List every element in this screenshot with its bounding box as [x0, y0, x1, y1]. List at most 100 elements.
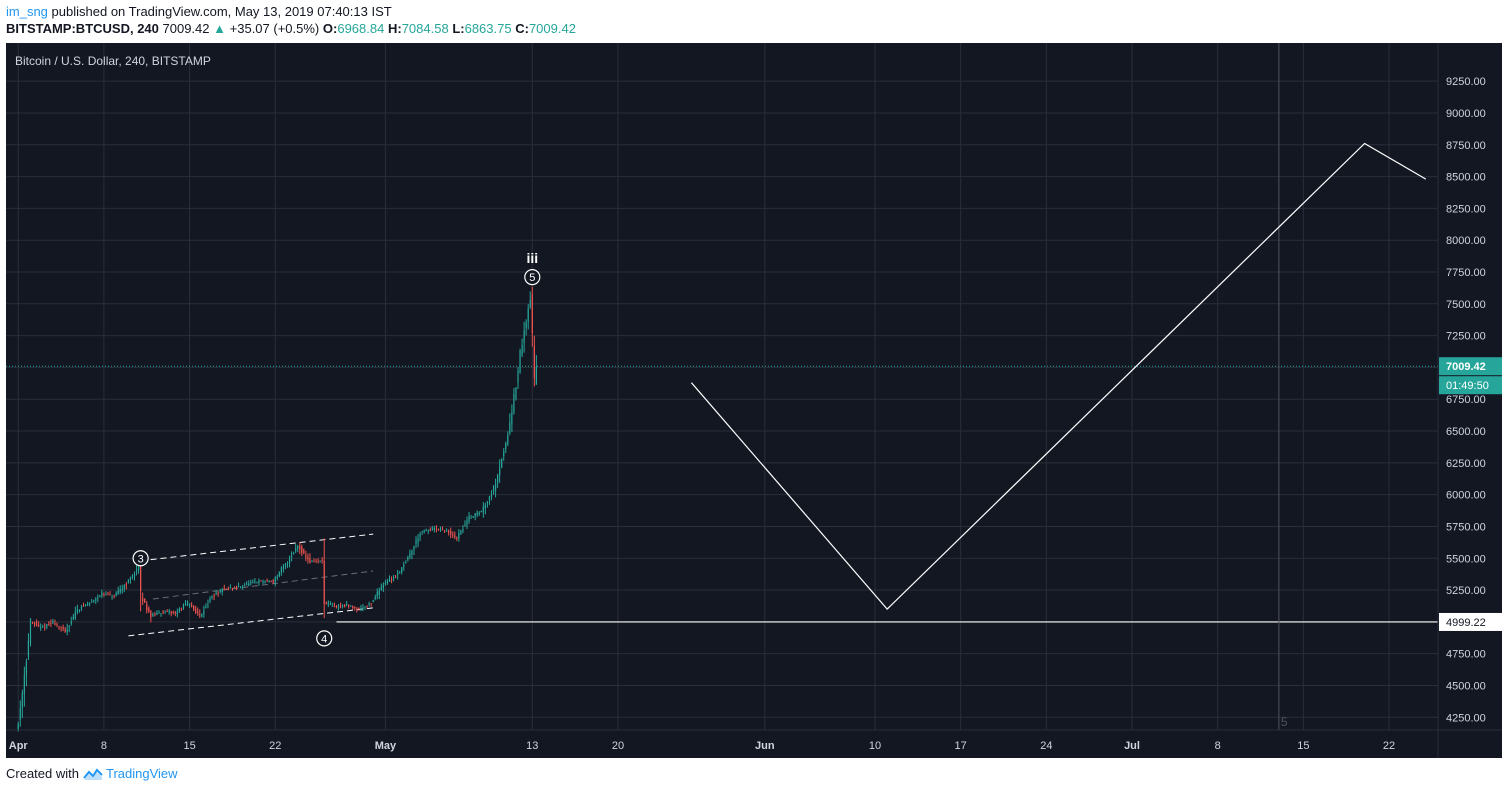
time-tick-label: 20	[612, 740, 624, 752]
candle-body	[366, 605, 368, 607]
candle-body	[443, 530, 446, 532]
candle-body	[435, 528, 438, 530]
candle-body	[170, 611, 172, 614]
candle-body	[301, 546, 303, 553]
candle-body	[401, 567, 403, 572]
candle-body	[386, 580, 389, 584]
candle-body	[276, 576, 278, 579]
time-axis[interactable]: Apr 8 15 22 May 13 20 Jun 10 17 24 Jul 8 15 22	[9, 740, 1395, 752]
time-tick-label: 17	[955, 740, 967, 752]
candle-body	[44, 626, 46, 628]
candle-body	[450, 531, 452, 535]
candle-body	[213, 595, 215, 597]
candle-body	[211, 595, 213, 599]
candle-body	[164, 610, 166, 612]
candle-body	[382, 585, 384, 588]
candle-body	[195, 609, 197, 613]
candle-body	[290, 555, 293, 558]
candle-body	[517, 370, 519, 383]
candle-body	[23, 675, 25, 695]
time-tick-label: Apr	[9, 740, 29, 752]
candle-body	[476, 512, 478, 515]
candle-body	[278, 571, 280, 577]
candle-body	[168, 611, 170, 613]
candle-body	[223, 588, 225, 591]
wave-label-circle	[524, 268, 541, 286]
candle-body	[268, 581, 270, 583]
change-arrow-icon: ▲	[213, 21, 227, 36]
candle-body	[427, 530, 429, 532]
candle-body	[35, 623, 38, 627]
candle-body	[337, 605, 340, 608]
published-text: published on TradingView.com, May 13, 20…	[51, 4, 392, 19]
candle-body	[231, 588, 234, 590]
candle-body	[80, 606, 83, 609]
price-tick-label: 9250.00	[1446, 76, 1486, 88]
candle-body	[197, 611, 199, 613]
price-tick-label: 5500.00	[1446, 553, 1486, 565]
open-label: O:	[322, 21, 338, 36]
candle-body	[299, 546, 301, 550]
grid	[6, 43, 1438, 730]
tradingview-link[interactable]: TradingView	[105, 766, 178, 781]
candle-body	[397, 572, 399, 575]
candle-body	[433, 528, 435, 530]
candle-body	[417, 538, 419, 543]
candle-body	[137, 565, 140, 571]
candle-body	[180, 608, 183, 610]
candle-body	[91, 601, 93, 603]
candle-body	[101, 592, 103, 596]
candle-body	[156, 612, 158, 615]
candle-body	[82, 605, 85, 607]
candle-body	[293, 553, 295, 555]
candle-body	[415, 540, 417, 545]
candle-body	[472, 516, 474, 518]
candle-body	[274, 577, 276, 583]
candle-body	[284, 563, 287, 567]
time-tick-label: 15	[183, 740, 195, 752]
current-price-badge	[1439, 357, 1502, 376]
candle-body	[507, 434, 509, 445]
candle-body	[72, 616, 74, 619]
high-value: 7084.58	[401, 21, 449, 36]
candle-body	[335, 605, 338, 607]
candle-body	[182, 605, 185, 608]
candle-body	[219, 589, 221, 592]
candle-body	[54, 623, 56, 625]
time-tick-label: 13	[526, 740, 538, 752]
price-badges: 7009.42 01:49:50 4999.22	[1439, 357, 1502, 631]
drawings	[128, 142, 1427, 637]
candle-body	[468, 515, 470, 522]
candle-body	[521, 344, 523, 355]
candle-body	[327, 603, 329, 605]
candle-body	[313, 560, 315, 563]
price-tick-label: 8250.00	[1446, 203, 1486, 215]
wave-label: 5	[529, 272, 535, 284]
high-label: H:	[387, 21, 402, 36]
candle-body	[452, 534, 454, 536]
candle-body	[84, 604, 87, 606]
candle-body	[244, 585, 246, 587]
candle-body	[74, 611, 76, 619]
candle-body	[474, 513, 476, 517]
candle-body	[494, 483, 497, 491]
countdown-badge	[1439, 376, 1502, 395]
candle-body	[348, 604, 350, 607]
candle-body	[172, 612, 174, 614]
candle-body	[107, 594, 109, 596]
candle-body	[523, 330, 525, 343]
candle-body	[458, 532, 460, 540]
candle-body	[178, 608, 181, 612]
publish-info: im_sng published on TradingView.com, May…	[6, 4, 392, 19]
author-link[interactable]: im_sng	[6, 4, 48, 19]
candle-body	[133, 574, 136, 577]
candle-body	[374, 597, 376, 599]
candle-body	[127, 579, 130, 583]
candle-body	[519, 350, 521, 374]
candle-body	[456, 537, 458, 539]
close-label: C:	[515, 21, 529, 36]
candle-body	[352, 606, 354, 608]
footer: Created with TradingView	[6, 766, 178, 781]
candle-body	[162, 611, 164, 613]
